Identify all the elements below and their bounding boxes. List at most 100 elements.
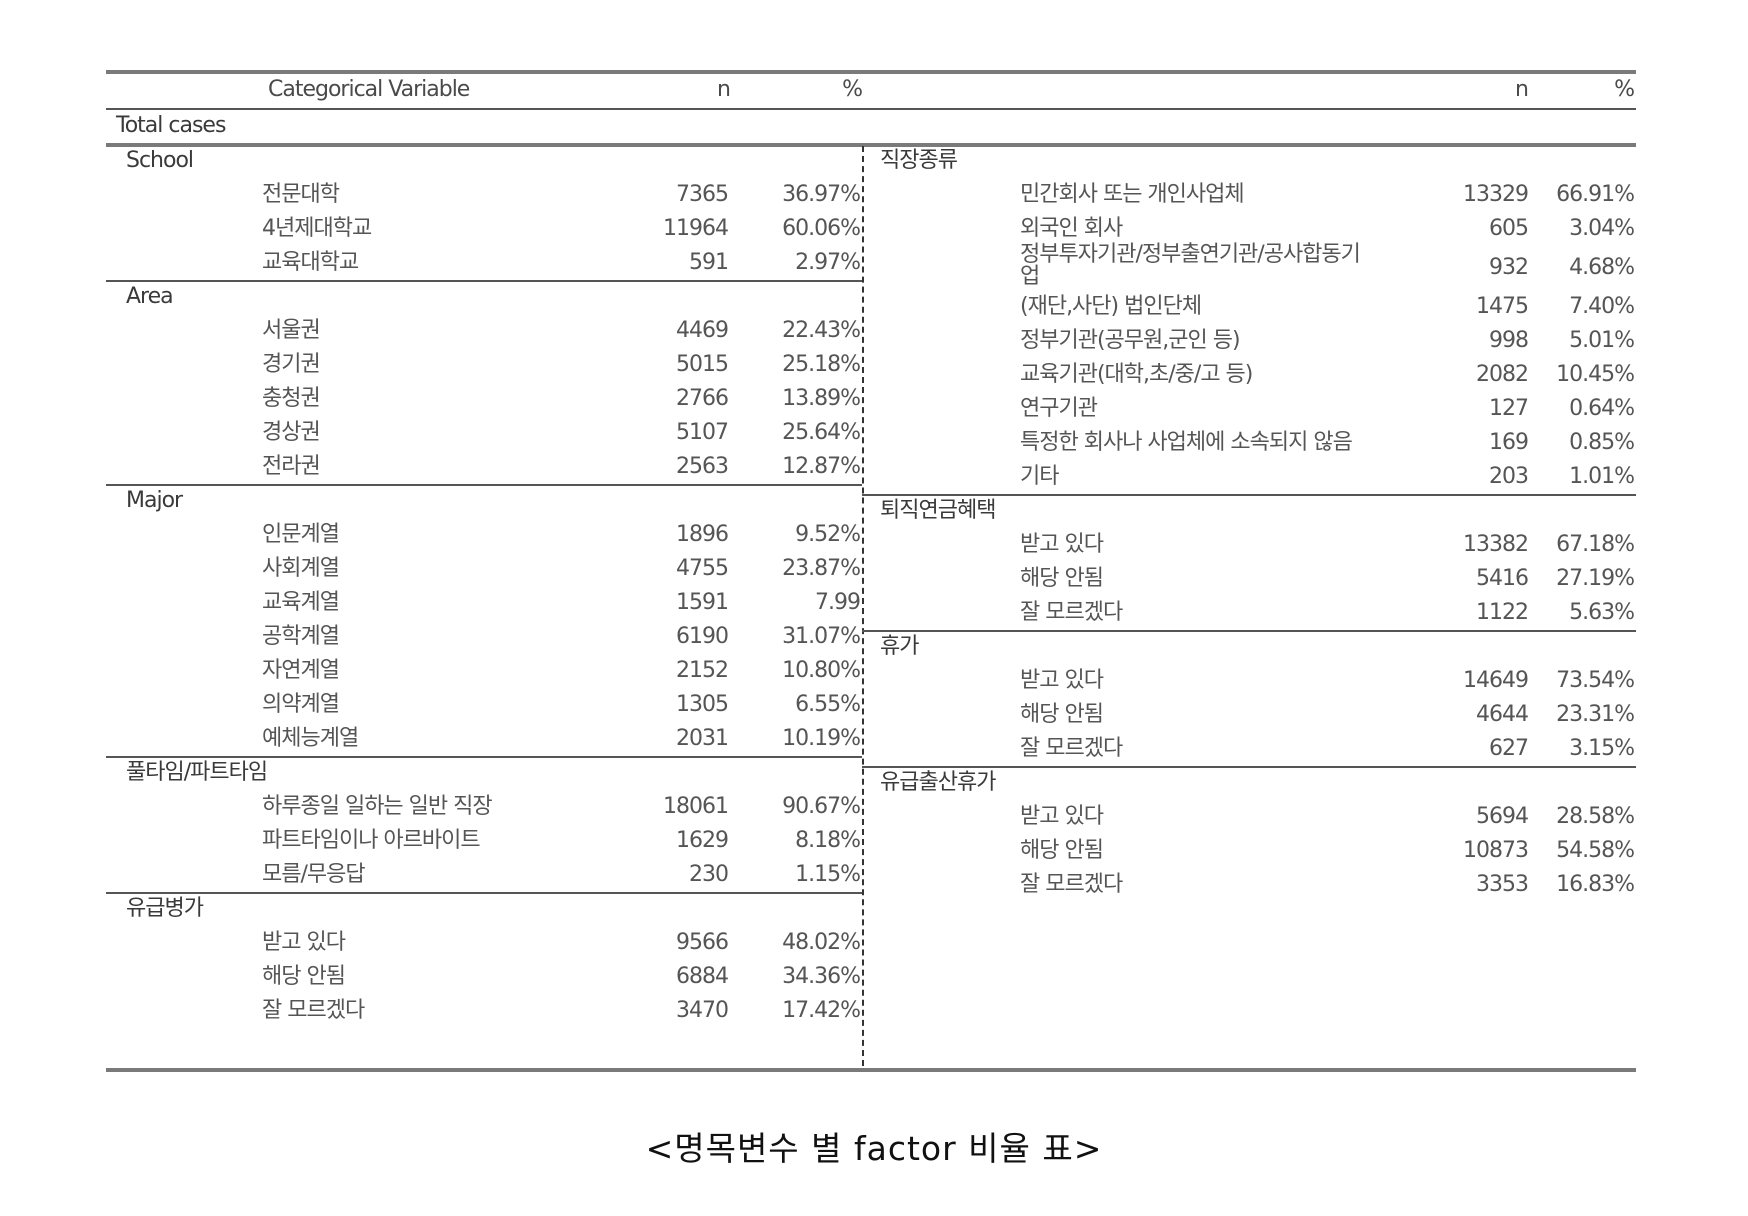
left-row-pct: 90.67% — [782, 794, 861, 819]
right-row-pct: 16.83% — [1556, 872, 1635, 897]
left-row-n: 1896 — [676, 522, 729, 547]
left-row-pct: 8.18% — [795, 828, 861, 853]
right-row-n: 169 — [1489, 430, 1529, 455]
left-row-pct: 22.43% — [782, 318, 861, 343]
left-row-pct: 23.87% — [782, 556, 861, 581]
left-row-n: 230 — [689, 862, 729, 887]
total-cases-rule — [106, 143, 1636, 147]
right-row-label: 업 — [1020, 264, 1040, 289]
right-row-label: 연구기관 — [1020, 396, 1098, 421]
left-row-n: 1305 — [676, 692, 729, 717]
left-row-label: 예체능계열 — [262, 726, 359, 751]
left-row-pct: 13.89% — [782, 386, 861, 411]
right-row-n: 1122 — [1476, 600, 1529, 625]
left-section-title: School — [126, 148, 194, 173]
right-section-rule — [862, 630, 1636, 632]
right-row-pct: 27.19% — [1556, 566, 1635, 591]
right-row-label: 외국인 회사 — [1020, 216, 1123, 241]
right-row-n: 127 — [1489, 396, 1529, 421]
left-row-label: 공학계열 — [262, 624, 340, 649]
left-row-n: 6190 — [676, 624, 729, 649]
left-row-label: 전문대학 — [262, 182, 340, 207]
left-section-title: 유급병가 — [126, 896, 204, 921]
left-row-pct: 36.97% — [782, 182, 861, 207]
right-row-pct: 3.15% — [1569, 736, 1635, 761]
right-row-pct: 5.63% — [1569, 600, 1635, 625]
right-row-n: 605 — [1489, 216, 1529, 241]
right-row-n: 3353 — [1476, 872, 1529, 897]
left-row-label: 충청권 — [262, 386, 321, 411]
left-row-n: 9566 — [676, 930, 729, 955]
right-row-n: 932 — [1489, 255, 1529, 280]
right-row-label: 해당 안됨 — [1020, 838, 1104, 863]
right-row-n: 203 — [1489, 464, 1529, 489]
right-row-label: (재단,사단) 법인단체 — [1020, 294, 1202, 319]
left-row-pct: 34.36% — [782, 964, 861, 989]
right-row-pct: 5.01% — [1569, 328, 1635, 353]
right-section-title: 직장종류 — [880, 148, 958, 173]
right-row-pct: 67.18% — [1556, 532, 1635, 557]
left-row-n: 3470 — [676, 998, 729, 1023]
left-row-pct: 7.99 — [815, 590, 861, 615]
right-row-label: 민간회사 또는 개인사업체 — [1020, 182, 1245, 207]
right-row-n: 5694 — [1476, 804, 1529, 829]
header-categorical-variable: Categorical Variable — [268, 77, 470, 102]
left-row-pct: 25.64% — [782, 420, 861, 445]
right-row-label: 해당 안됨 — [1020, 566, 1104, 591]
right-row-pct: 10.45% — [1556, 362, 1635, 387]
left-row-label: 교육계열 — [262, 590, 340, 615]
left-row-n: 4755 — [676, 556, 729, 581]
table-top-rule — [106, 70, 1636, 74]
right-row-n: 14649 — [1463, 668, 1529, 693]
right-section-rule — [862, 494, 1636, 496]
right-row-pct: 4.68% — [1569, 255, 1635, 280]
left-row-label: 경기권 — [262, 352, 321, 377]
table-bottom-rule — [106, 1068, 1636, 1072]
left-row-n: 6884 — [676, 964, 729, 989]
right-row-pct: 7.40% — [1569, 294, 1635, 319]
left-row-n: 2766 — [676, 386, 729, 411]
right-row-n: 13329 — [1463, 182, 1529, 207]
left-row-n: 7365 — [676, 182, 729, 207]
left-row-label: 전라권 — [262, 454, 321, 479]
left-section-rule — [106, 892, 862, 894]
left-row-pct: 9.52% — [795, 522, 861, 547]
left-row-label: 받고 있다 — [262, 930, 346, 955]
header-rule — [106, 108, 1636, 110]
right-section-title: 유급출산휴가 — [880, 770, 996, 795]
left-row-pct: 60.06% — [782, 216, 861, 241]
left-row-pct: 48.02% — [782, 930, 861, 955]
right-row-pct: 0.64% — [1569, 396, 1635, 421]
right-row-n: 10873 — [1463, 838, 1529, 863]
table-caption: <명목변수 별 factor 비율 표> — [645, 1129, 1103, 1168]
left-row-n: 1591 — [676, 590, 729, 615]
left-row-label: 파트타임이나 아르바이트 — [262, 828, 481, 853]
left-row-pct: 10.19% — [782, 726, 861, 751]
right-row-n: 13382 — [1463, 532, 1529, 557]
left-row-label: 잘 모르겠다 — [262, 998, 365, 1023]
right-row-label: 정부투자기관/정부출연기관/공사합동기 — [1020, 242, 1361, 267]
left-row-pct: 6.55% — [795, 692, 861, 717]
left-row-label: 자연계열 — [262, 658, 340, 683]
right-row-label: 해당 안됨 — [1020, 702, 1104, 727]
right-row-label: 잘 모르겠다 — [1020, 600, 1123, 625]
left-row-label: 해당 안됨 — [262, 964, 346, 989]
right-row-n: 998 — [1489, 328, 1529, 353]
left-row-label: 사회계열 — [262, 556, 340, 581]
right-row-label: 잘 모르겠다 — [1020, 872, 1123, 897]
left-section-title: 풀타임/파트타임 — [126, 760, 268, 785]
left-row-n: 5015 — [676, 352, 729, 377]
left-section-title: Area — [126, 284, 174, 309]
right-row-label: 특정한 회사나 사업체에 소속되지 않음 — [1020, 430, 1353, 455]
right-row-pct: 1.01% — [1569, 464, 1635, 489]
right-row-label: 기타 — [1020, 464, 1059, 489]
right-row-n: 1475 — [1476, 294, 1529, 319]
right-row-label: 잘 모르겠다 — [1020, 736, 1123, 761]
left-row-n: 2031 — [676, 726, 729, 751]
left-row-pct: 1.15% — [795, 862, 861, 887]
left-row-n: 2152 — [676, 658, 729, 683]
left-row-pct: 31.07% — [782, 624, 861, 649]
right-row-n: 2082 — [1476, 362, 1529, 387]
left-section-rule — [106, 280, 862, 282]
